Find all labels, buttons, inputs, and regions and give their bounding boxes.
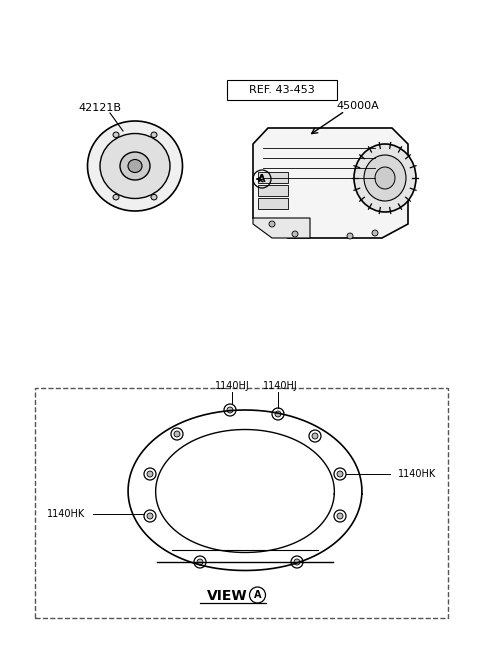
- Ellipse shape: [354, 144, 416, 212]
- Text: 42121B: 42121B: [79, 103, 121, 113]
- Text: 45000A: 45000A: [336, 101, 379, 111]
- Circle shape: [147, 513, 153, 519]
- Circle shape: [224, 404, 236, 416]
- Text: 1140HK: 1140HK: [47, 509, 85, 519]
- Circle shape: [144, 468, 156, 480]
- Circle shape: [334, 510, 346, 522]
- Ellipse shape: [151, 132, 157, 138]
- Circle shape: [291, 556, 303, 568]
- Ellipse shape: [151, 194, 157, 200]
- Circle shape: [272, 408, 284, 420]
- Ellipse shape: [364, 155, 406, 201]
- Ellipse shape: [113, 194, 119, 200]
- Circle shape: [309, 430, 321, 442]
- Circle shape: [294, 559, 300, 565]
- Text: 1140HJ: 1140HJ: [215, 381, 250, 391]
- Polygon shape: [253, 218, 310, 238]
- Text: 1140HK: 1140HK: [398, 469, 436, 479]
- Circle shape: [144, 510, 156, 522]
- Circle shape: [334, 468, 346, 480]
- Circle shape: [197, 559, 203, 565]
- Circle shape: [194, 556, 206, 568]
- Text: A: A: [258, 174, 266, 184]
- Polygon shape: [253, 128, 408, 238]
- Polygon shape: [258, 185, 288, 196]
- Circle shape: [171, 428, 183, 440]
- Circle shape: [337, 471, 343, 477]
- Text: A: A: [254, 590, 261, 600]
- Circle shape: [174, 431, 180, 437]
- Text: 1140HJ: 1140HJ: [263, 381, 298, 391]
- Circle shape: [275, 411, 281, 417]
- Ellipse shape: [375, 167, 395, 189]
- Text: VIEW: VIEW: [207, 589, 248, 603]
- Circle shape: [147, 471, 153, 477]
- Ellipse shape: [128, 159, 142, 173]
- Circle shape: [347, 233, 353, 239]
- Ellipse shape: [100, 134, 170, 199]
- Circle shape: [227, 407, 233, 413]
- Polygon shape: [258, 172, 288, 183]
- Circle shape: [292, 231, 298, 237]
- Ellipse shape: [113, 132, 119, 138]
- Circle shape: [312, 433, 318, 439]
- Circle shape: [372, 230, 378, 236]
- Polygon shape: [258, 198, 288, 209]
- Text: REF. 43-453: REF. 43-453: [249, 85, 315, 95]
- Circle shape: [337, 513, 343, 519]
- Circle shape: [269, 221, 275, 227]
- Ellipse shape: [120, 152, 150, 180]
- Ellipse shape: [87, 121, 182, 211]
